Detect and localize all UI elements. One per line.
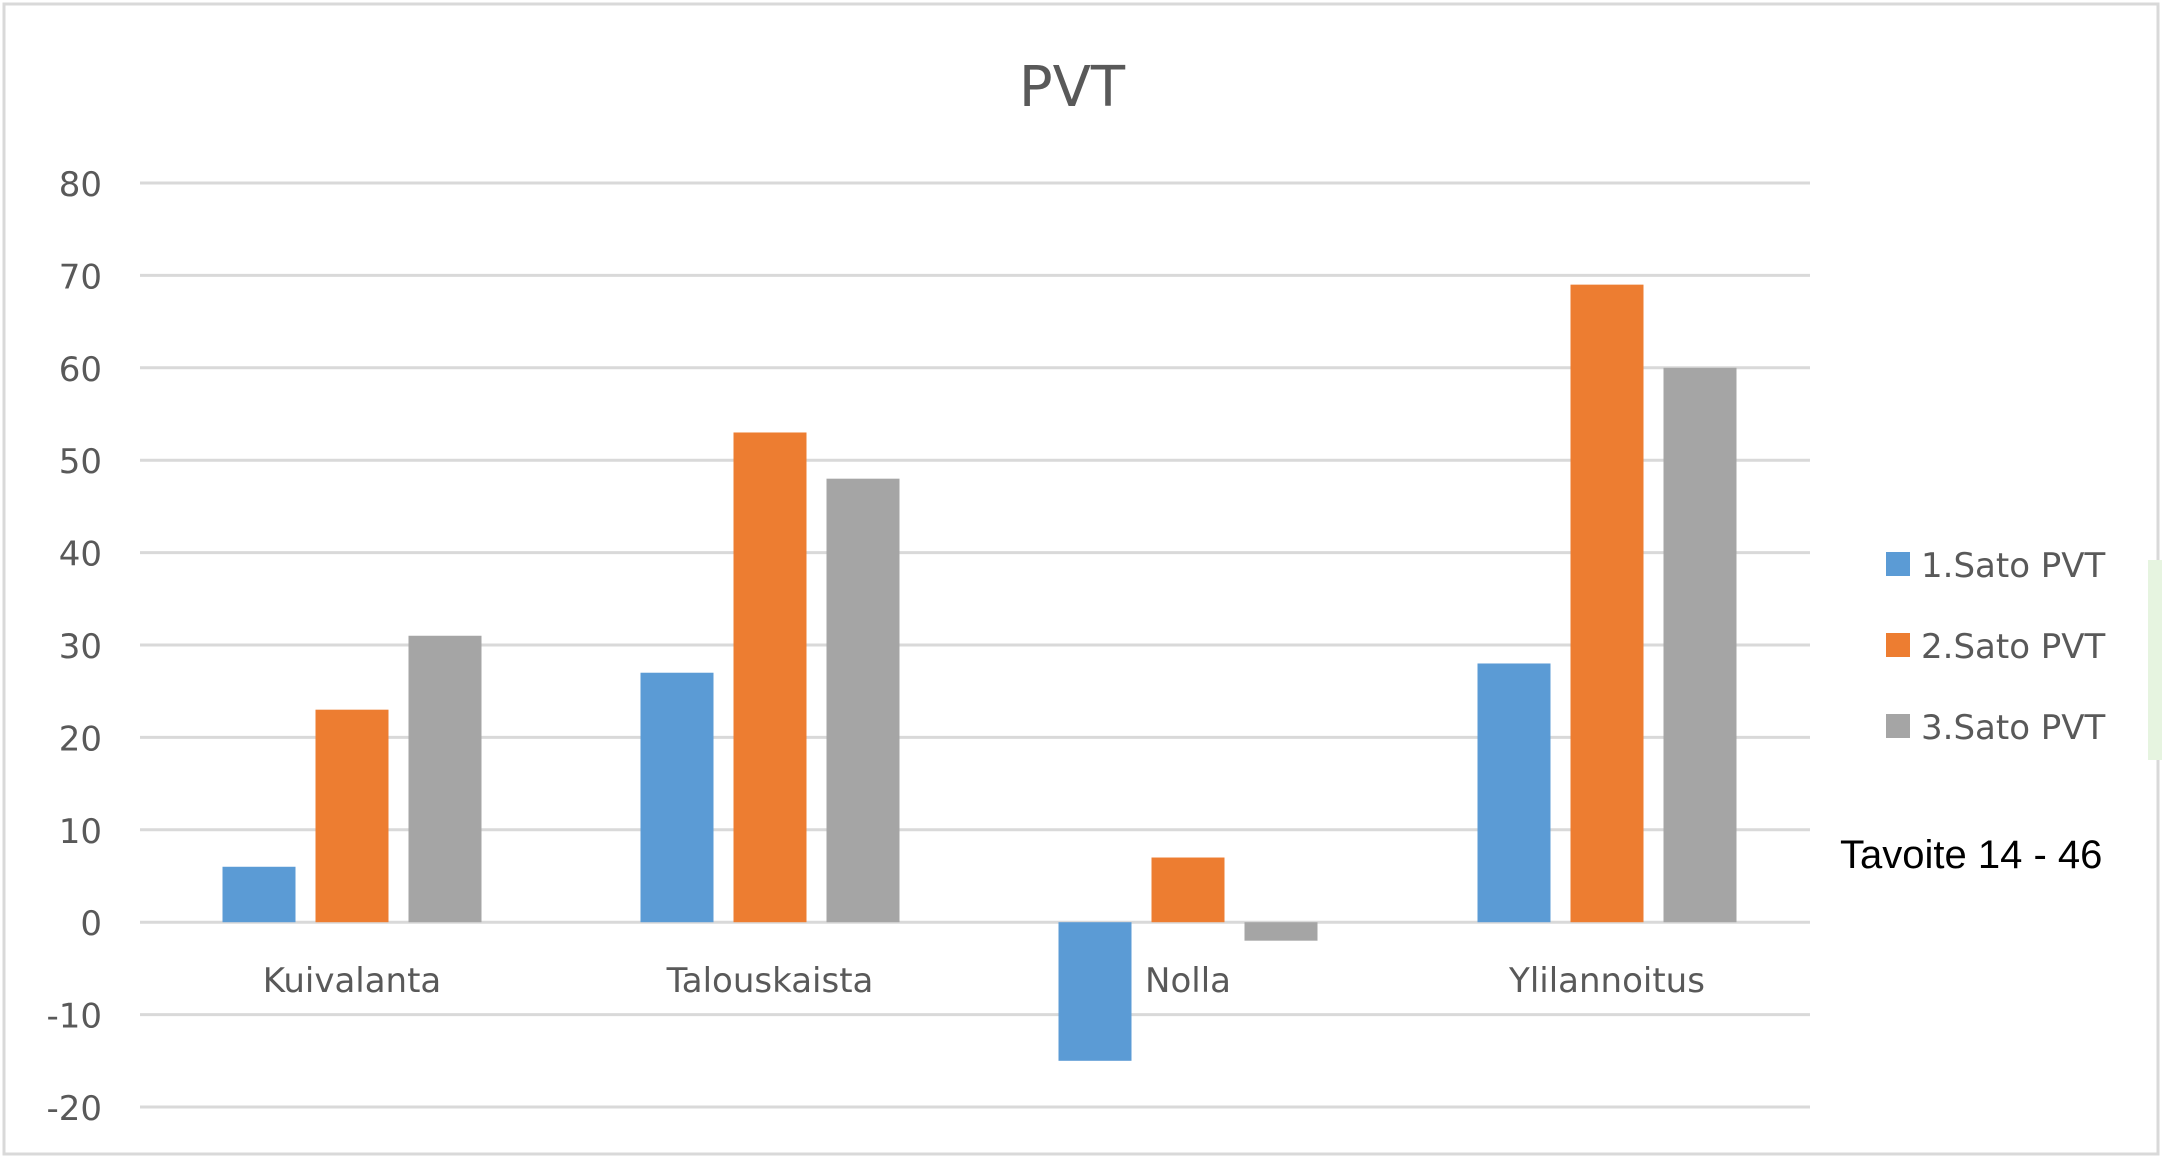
bar: [641, 673, 714, 922]
legend-label: 2.Sato PVT: [1921, 627, 2106, 667]
bar: [734, 432, 807, 922]
bar: [1664, 368, 1737, 922]
x-category-label: Ylilannoitus: [1508, 961, 1705, 1001]
x-category-label: Talouskaista: [666, 961, 874, 1001]
y-tick-label: -20: [46, 1089, 102, 1129]
bar: [1245, 922, 1318, 940]
legend-swatch: [1886, 714, 1910, 738]
x-category-label: Nolla: [1145, 961, 1231, 1001]
y-tick-label: -10: [46, 997, 102, 1037]
bar: [1152, 858, 1225, 923]
bar: [1571, 285, 1644, 923]
y-tick-label: 0: [80, 904, 102, 944]
x-category-label: Kuivalanta: [263, 961, 442, 1001]
bar: [409, 636, 482, 922]
bar: [316, 710, 389, 923]
bar: [827, 479, 900, 923]
slide-edge-accent: [2148, 560, 2162, 760]
legend-swatch: [1886, 633, 1910, 657]
bar: [223, 867, 296, 922]
legend-label: 3.Sato PVT: [1921, 708, 2106, 748]
y-tick-label: 20: [59, 719, 102, 759]
y-tick-label: 40: [59, 535, 102, 575]
chart-title: PVT: [1019, 55, 1126, 120]
y-tick-label: 50: [59, 442, 102, 482]
legend-swatch: [1886, 552, 1910, 576]
y-tick-label: 30: [59, 627, 102, 667]
bar: [1059, 922, 1132, 1061]
legend-label: 1.Sato PVT: [1921, 546, 2106, 586]
y-tick-label: 80: [59, 165, 102, 205]
target-annotation: Tavoite 14 - 46: [1840, 833, 2102, 877]
y-tick-label: 70: [59, 257, 102, 297]
bar: [1478, 663, 1551, 922]
y-tick-label: 60: [59, 350, 102, 390]
y-tick-label: 10: [59, 812, 102, 852]
